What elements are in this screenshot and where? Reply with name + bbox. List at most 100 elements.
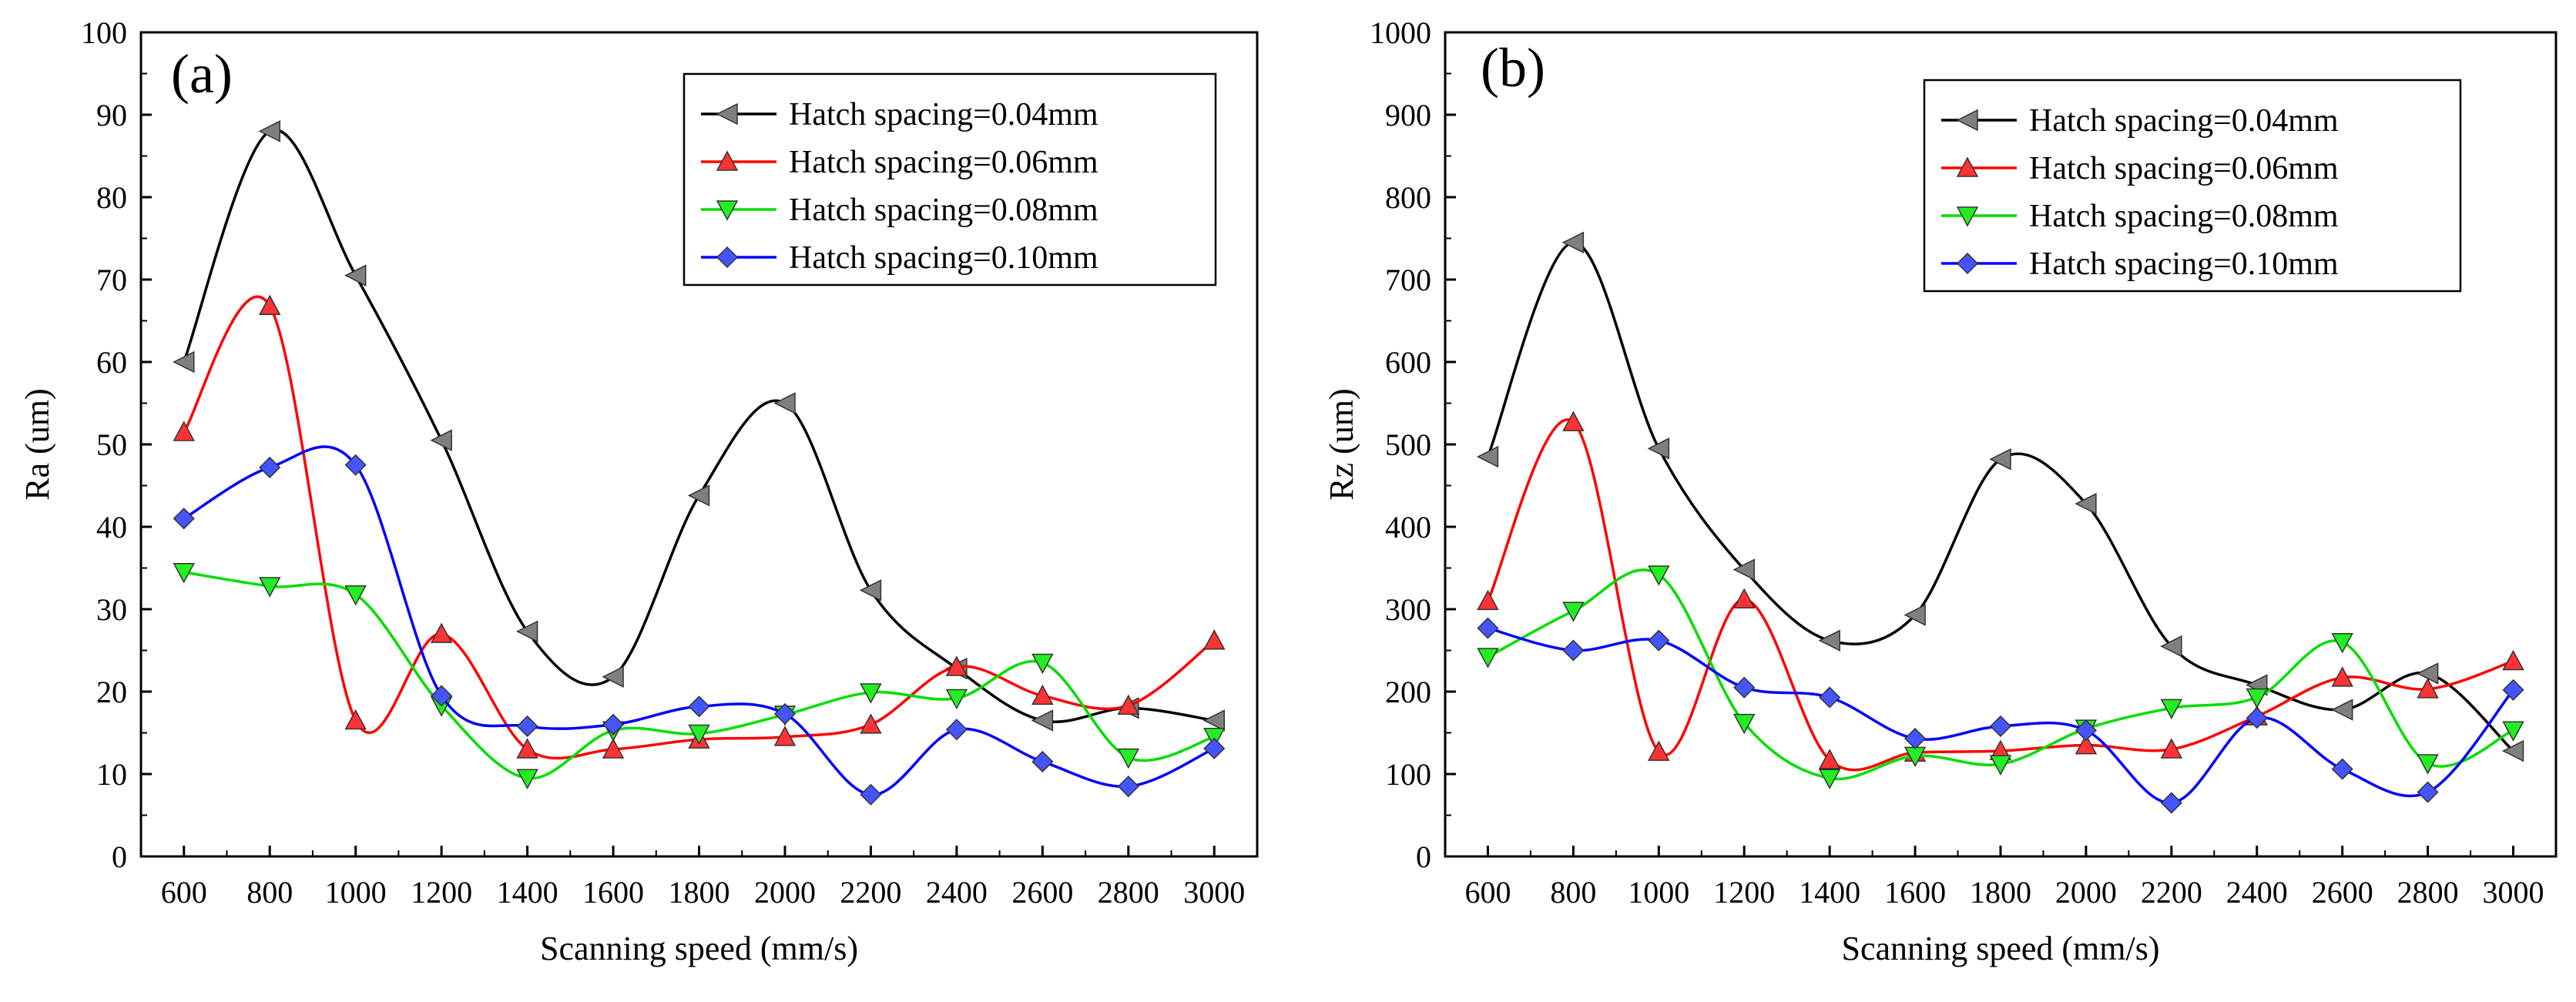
data-point-marker (1903, 604, 1926, 626)
data-point-marker (2331, 758, 2353, 780)
data-point-marker (258, 120, 280, 142)
chart-panel-b: 600 800 1000 1200 1400 1600 1800 2000 2200 2400 26… (1323, 15, 2558, 967)
y-axis-title: Ra (um) (18, 388, 56, 500)
data-point-marker (344, 454, 367, 476)
x-tick-label: 3000 (1183, 875, 1245, 910)
data-point-marker (259, 456, 281, 479)
series-fit-line (1486, 418, 2514, 772)
legend-marker (1956, 206, 1979, 227)
x-tick-label: 2000 (2055, 875, 2117, 910)
data-point-marker (602, 665, 624, 688)
data-point-marker (258, 577, 281, 598)
data-point-marker (1648, 565, 1670, 586)
y-tick-label: 700 (1385, 263, 1431, 297)
x-tick-label: 1000 (325, 875, 387, 910)
y-tick-label: 600 (1385, 345, 1431, 380)
y-tick-label: 800 (1385, 180, 1431, 215)
legend-marker (716, 150, 739, 171)
chart-panel-a: 600 800 1000 1200 1400 1600 1800 2000 2200 2400 26… (18, 15, 1259, 967)
data-point-marker (1477, 648, 1499, 669)
legend-box (683, 72, 1217, 287)
data-point-marker (1031, 684, 1054, 705)
data-point-marker (2160, 699, 2183, 719)
data-point-marker (1732, 558, 1755, 581)
x-tick-label: 3000 (2483, 875, 2544, 910)
x-tick-label: 1000 (1628, 875, 1689, 910)
series-2 (1477, 411, 2524, 772)
data-point-marker (516, 715, 538, 738)
x-axis-title: Scanning speed (mm/s) (1841, 930, 2159, 967)
x-tick-label: 2000 (754, 875, 816, 910)
x-tick-label: 1800 (1970, 875, 2031, 910)
y-tick-label: 0 (1416, 839, 1431, 874)
y-tick-label: 0 (112, 839, 127, 874)
data-point-marker (1989, 755, 2012, 776)
data-point-marker (860, 683, 882, 704)
data-point-marker (687, 484, 710, 507)
data-point-marker (1732, 713, 1756, 735)
x-tick-label: 1600 (582, 875, 644, 910)
x-tick-label: 2800 (2397, 875, 2459, 910)
x-tick-label: 1200 (411, 875, 472, 910)
legend-item: Hatch spacing=0.06mm (701, 145, 1098, 180)
data-point-marker (1733, 676, 1756, 699)
data-point-marker (2160, 792, 2182, 814)
data-point-marker (1904, 727, 1927, 750)
x-tick-label: 2400 (926, 875, 988, 910)
data-point-marker (1117, 694, 1140, 715)
data-point-marker (2417, 781, 2439, 803)
legend-item: Hatch spacing=0.08mm (1941, 199, 2339, 234)
data-point-marker (859, 579, 882, 602)
data-point-marker (344, 585, 367, 606)
data-point-marker (1732, 588, 1756, 608)
y-tick-label: 80 (96, 180, 127, 215)
legend-item: Hatch spacing=0.10mm (1941, 246, 2339, 282)
data-point-marker (860, 713, 882, 734)
panel-label: (b) (1481, 37, 1545, 99)
y-tick-label: 60 (96, 345, 127, 380)
x-axis-title: Scanning speed (mm/s) (540, 930, 858, 967)
data-point-marker (945, 719, 968, 741)
x-tick-label: 2400 (2226, 875, 2288, 910)
x-tick-label: 1400 (1799, 875, 1860, 910)
legend-label: Hatch spacing=0.04mm (789, 97, 1098, 132)
data-point-marker (2160, 738, 2183, 759)
data-point-marker (2246, 688, 2269, 709)
data-point-marker (1818, 629, 1840, 652)
data-point-marker (2417, 678, 2439, 699)
data-point-marker (2075, 719, 2097, 742)
data-point-marker (1647, 437, 1670, 460)
data-point-marker (1117, 775, 1139, 798)
x-tick-label: 600 (161, 875, 207, 910)
panel-label: (a) (171, 43, 233, 105)
data-point-marker (1562, 602, 1585, 622)
y-tick-label: 1000 (1370, 15, 1431, 50)
data-point-marker (773, 702, 797, 725)
y-tick-label: 100 (1385, 757, 1431, 792)
y-axis-title: Rz (um) (1323, 388, 1360, 500)
data-point-marker (945, 655, 968, 676)
series-2 (173, 294, 1226, 760)
data-point-marker (430, 622, 453, 643)
x-tick-label: 800 (247, 875, 293, 910)
data-point-marker (431, 685, 453, 707)
y-tick-label: 400 (1385, 510, 1431, 545)
data-point-marker (2331, 633, 2353, 654)
y-tick-label: 70 (96, 263, 127, 297)
x-tick-label: 2200 (840, 875, 901, 910)
data-point-marker (1477, 589, 1499, 611)
data-point-marker (2331, 666, 2353, 687)
data-point-marker (1203, 737, 1226, 759)
data-point-marker (1203, 629, 1226, 650)
x-tick-label: 2200 (2141, 875, 2202, 910)
legend-marker (1956, 109, 1978, 132)
y-tick-label: 50 (96, 427, 127, 462)
data-point-marker (2417, 754, 2439, 775)
data-point-marker (1989, 448, 2011, 471)
data-point-marker (2501, 739, 2524, 762)
legend-label: Hatch spacing=0.08mm (2029, 199, 2339, 234)
y-tick-label: 30 (96, 592, 127, 627)
data-point-marker (173, 563, 195, 584)
data-point-marker (1819, 686, 1841, 709)
